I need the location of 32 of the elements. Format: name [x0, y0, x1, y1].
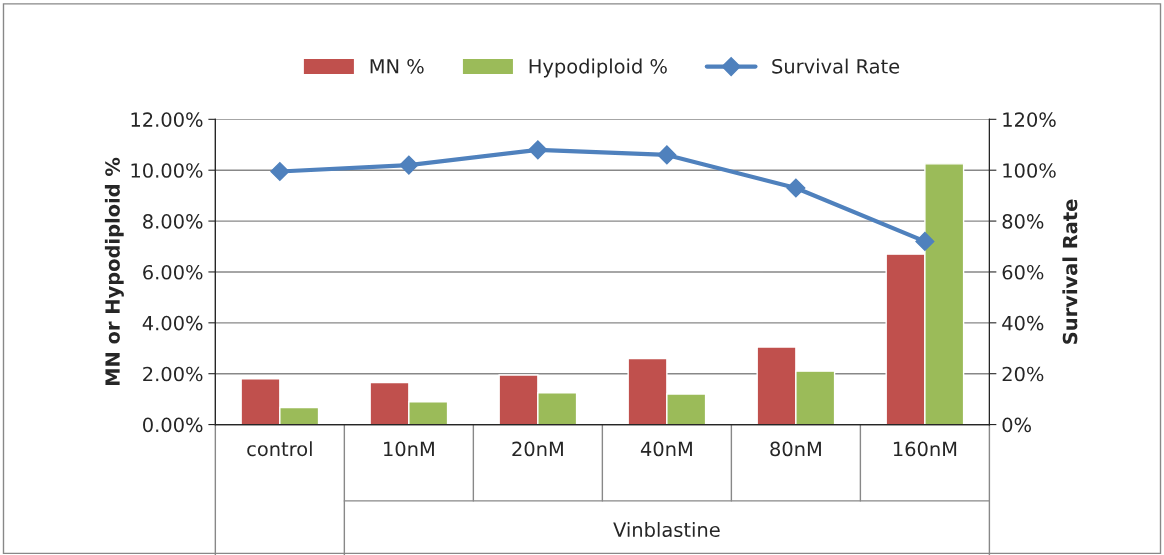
- y-axis-title: MN or Hypodiploid %: [104, 157, 124, 386]
- y2-tick-label: 60%: [1002, 264, 1044, 280]
- legend-label: Hypodiploid %: [529, 58, 667, 78]
- point: [657, 145, 677, 165]
- point: [915, 231, 935, 251]
- point: [270, 161, 290, 182]
- point: [399, 155, 419, 175]
- y2-axis-title: Survival Rate: [1062, 199, 1078, 344]
- y-tick-label: 2.00%: [143, 366, 203, 382]
- point: [528, 140, 548, 160]
- legend-label: MN %: [370, 58, 424, 74]
- y-tick-label: 8.00%: [143, 214, 203, 229]
- x-tick-label: 10nM: [384, 441, 434, 457]
- legend-label: Survival Rate: [772, 58, 900, 74]
- x-tick-label: control: [247, 441, 312, 457]
- y2-tick-label: 20%: [1002, 366, 1044, 382]
- x-tick-label: 80nM: [770, 441, 821, 457]
- y-tick-label: 12.00%: [131, 112, 203, 127]
- point: [786, 178, 806, 198]
- y2-tick-label: 80%: [1002, 214, 1044, 229]
- y2-tick-label: 120%: [1003, 112, 1056, 127]
- y2-tick-label: 0%: [1002, 417, 1031, 433]
- y2-tick-label: 100%: [1003, 163, 1056, 178]
- x-tick-label: 20nM: [512, 441, 563, 457]
- y2-tick-label: 40%: [1002, 315, 1044, 331]
- y-tick-label: 4.00%: [142, 315, 203, 331]
- text: Vinblastine: [613, 522, 720, 538]
- y-tick-label: 10.00%: [131, 163, 203, 178]
- x-tick-label: 160nM: [893, 441, 957, 457]
- x-tick-label: 40nM: [640, 441, 692, 457]
- y-tick-label: 0.00%: [143, 417, 203, 433]
- y-tick-label: 6.00%: [143, 264, 203, 280]
